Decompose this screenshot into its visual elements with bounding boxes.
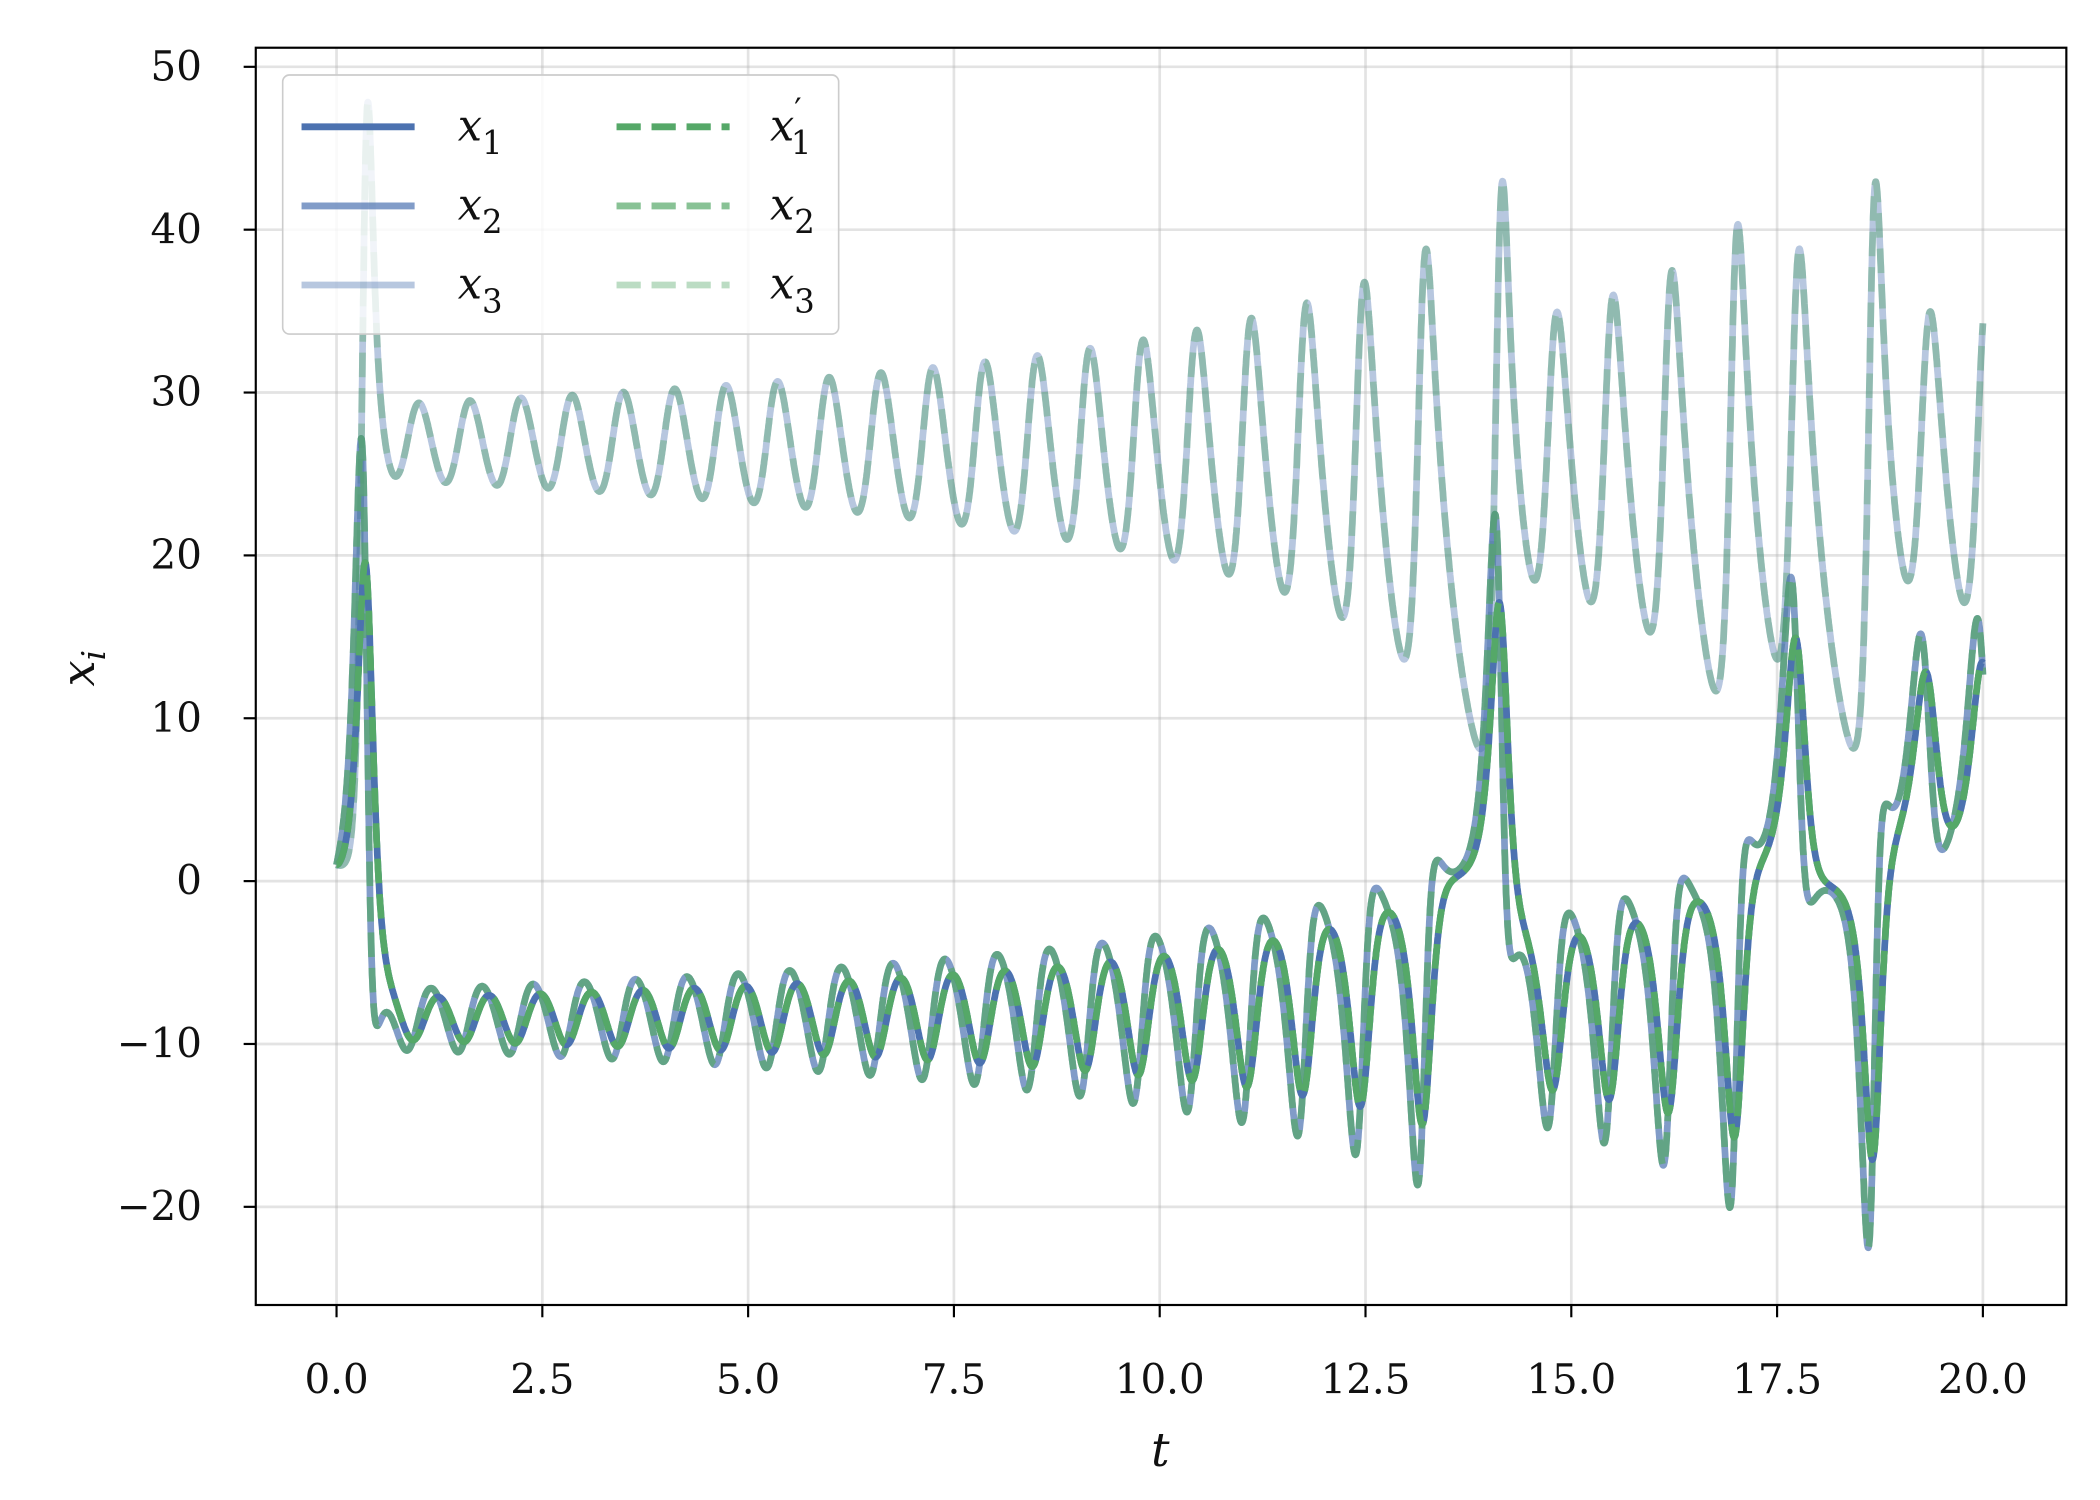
series-lines	[333, 98, 1987, 1252]
x-tick-label: 15.0	[1526, 1355, 1616, 1403]
x-tick-label: 10.0	[1115, 1355, 1205, 1403]
series-line-4	[333, 434, 1987, 1252]
legend: x1 x2 x3 x′ 1 x2 x3	[281, 74, 840, 335]
y-tick-label: −10	[117, 1019, 202, 1067]
legend-label: x3	[770, 259, 815, 320]
y-axis-label-base: x	[52, 660, 106, 686]
y-tick-label: 0	[176, 857, 202, 905]
ticks: 0.0 2.5 5.0 7.5 10.0 12.5 15.0 17.5 20.0 −20 −10 0 1…	[117, 42, 2028, 1403]
x-tick-label: 20.0	[1938, 1355, 2028, 1403]
x-tick-label: 7.5	[922, 1355, 986, 1403]
plot-frame	[254, 46, 2068, 1307]
legend-label: x′ 1	[770, 91, 811, 162]
y-tick-label: 30	[151, 368, 202, 416]
x-tick-label: 0.0	[304, 1355, 368, 1403]
legend-label: x3	[458, 259, 503, 320]
x-tick-label: 2.5	[510, 1355, 574, 1403]
x-tick-label: 12.5	[1321, 1355, 1411, 1403]
legend-label: x2	[770, 180, 815, 241]
y-tick-label: 40	[151, 205, 202, 253]
series-line-5	[333, 98, 1987, 869]
legend-label: x1	[458, 101, 503, 162]
y-axis-label: xi	[52, 650, 113, 687]
series-line-2	[333, 98, 1987, 869]
y-tick-label: 50	[151, 42, 202, 90]
y-tick-label: −20	[117, 1182, 202, 1230]
y-tick-label: 20	[151, 531, 202, 579]
series-line-3	[333, 559, 1986, 1164]
x-axis-label: t	[1151, 1423, 1170, 1477]
y-tick-label: 10	[151, 694, 202, 742]
x-tick-label: 5.0	[716, 1355, 780, 1403]
x-tick-label: 17.5	[1732, 1355, 1822, 1403]
legend-label: x2	[458, 180, 503, 241]
